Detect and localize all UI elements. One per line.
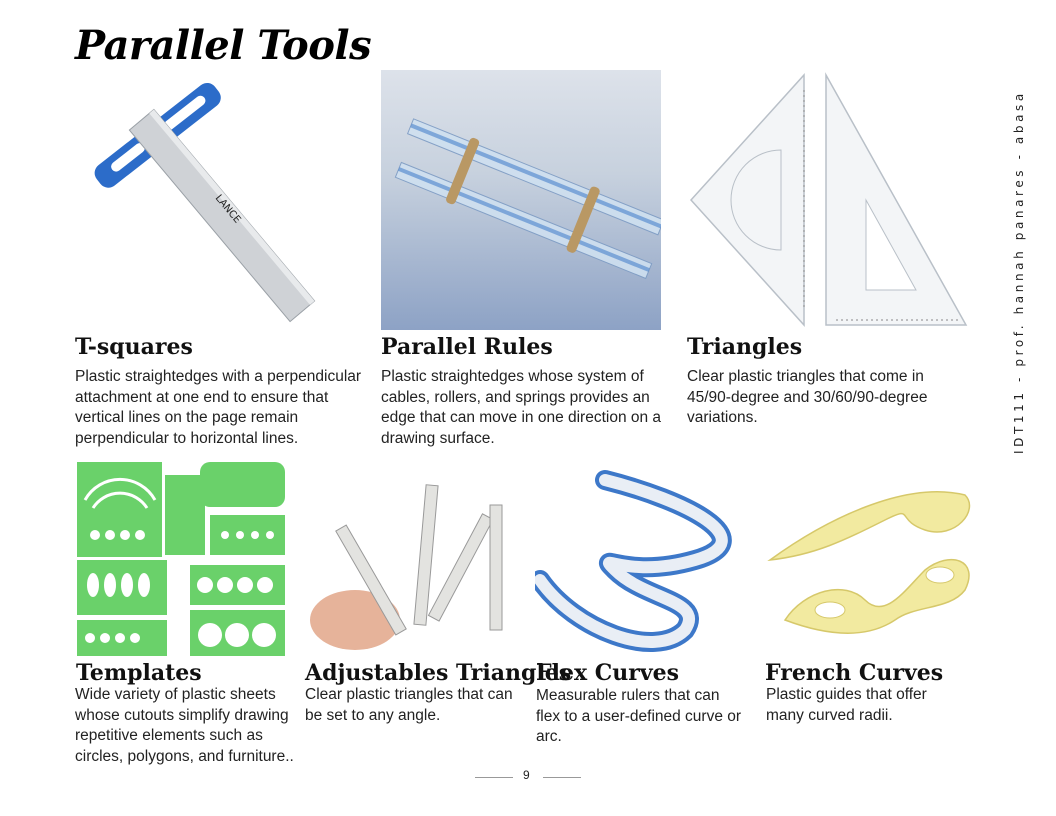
card-description: Measurable rulers that can flex to a use… xyxy=(536,687,742,745)
card-description: Plastic guides that offer many curved ra… xyxy=(766,686,927,724)
card-description: Clear plastic triangles that can be set … xyxy=(305,686,513,724)
card-heading: Adjustables Triangles xyxy=(305,660,572,686)
card-description: Wide variety of plastic sheets whose cut… xyxy=(75,686,294,765)
card-description: Plastic straightedges with a perpendicul… xyxy=(75,368,362,447)
templates-image xyxy=(75,460,287,658)
card-french-curves: French Curves Plastic guides that offer … xyxy=(765,460,985,800)
card-heading: Parallel Rules xyxy=(381,334,553,360)
card-description: Plastic straightedges whose system of ca… xyxy=(381,368,662,447)
card-heading: T-squares xyxy=(75,334,193,360)
french-curves-image xyxy=(765,460,975,658)
card-heading: Templates xyxy=(76,660,202,686)
adjustable-triangle-image xyxy=(305,460,515,658)
flex-curve-image xyxy=(535,460,750,658)
card-adjustable-triangles: Adjustables Triangles Clear plastic tria… xyxy=(305,460,571,800)
card-heading: French Curves xyxy=(765,660,944,686)
card-parallel-rules: Parallel Rules Plastic straightedges who… xyxy=(381,70,681,460)
parallel-rule-image xyxy=(381,70,661,330)
card-flex-curves: Flex Curves Measurable rulers that can f… xyxy=(535,460,760,800)
card-description: Clear plastic triangles that come in 45/… xyxy=(687,368,928,426)
card-heading: Flex Curves xyxy=(536,660,680,686)
card-t-squares: LANCE T-squares Plastic straightedges wi… xyxy=(75,70,375,460)
page-number: 9 xyxy=(523,768,530,782)
card-templates: Templates Wide variety of plastic sheets… xyxy=(75,460,305,800)
page-number-rule-right xyxy=(543,777,581,778)
card-triangles: Triangles Clear plastic triangles that c… xyxy=(686,70,971,460)
side-note: IDT111 - prof. hannah panares - abasa xyxy=(1012,90,1026,454)
triangles-image xyxy=(686,70,971,330)
page-number-rule-left xyxy=(475,777,513,778)
card-heading: Triangles xyxy=(687,334,803,360)
t-square-image: LANCE xyxy=(75,70,355,330)
page-title: Parallel Tools xyxy=(75,22,372,69)
